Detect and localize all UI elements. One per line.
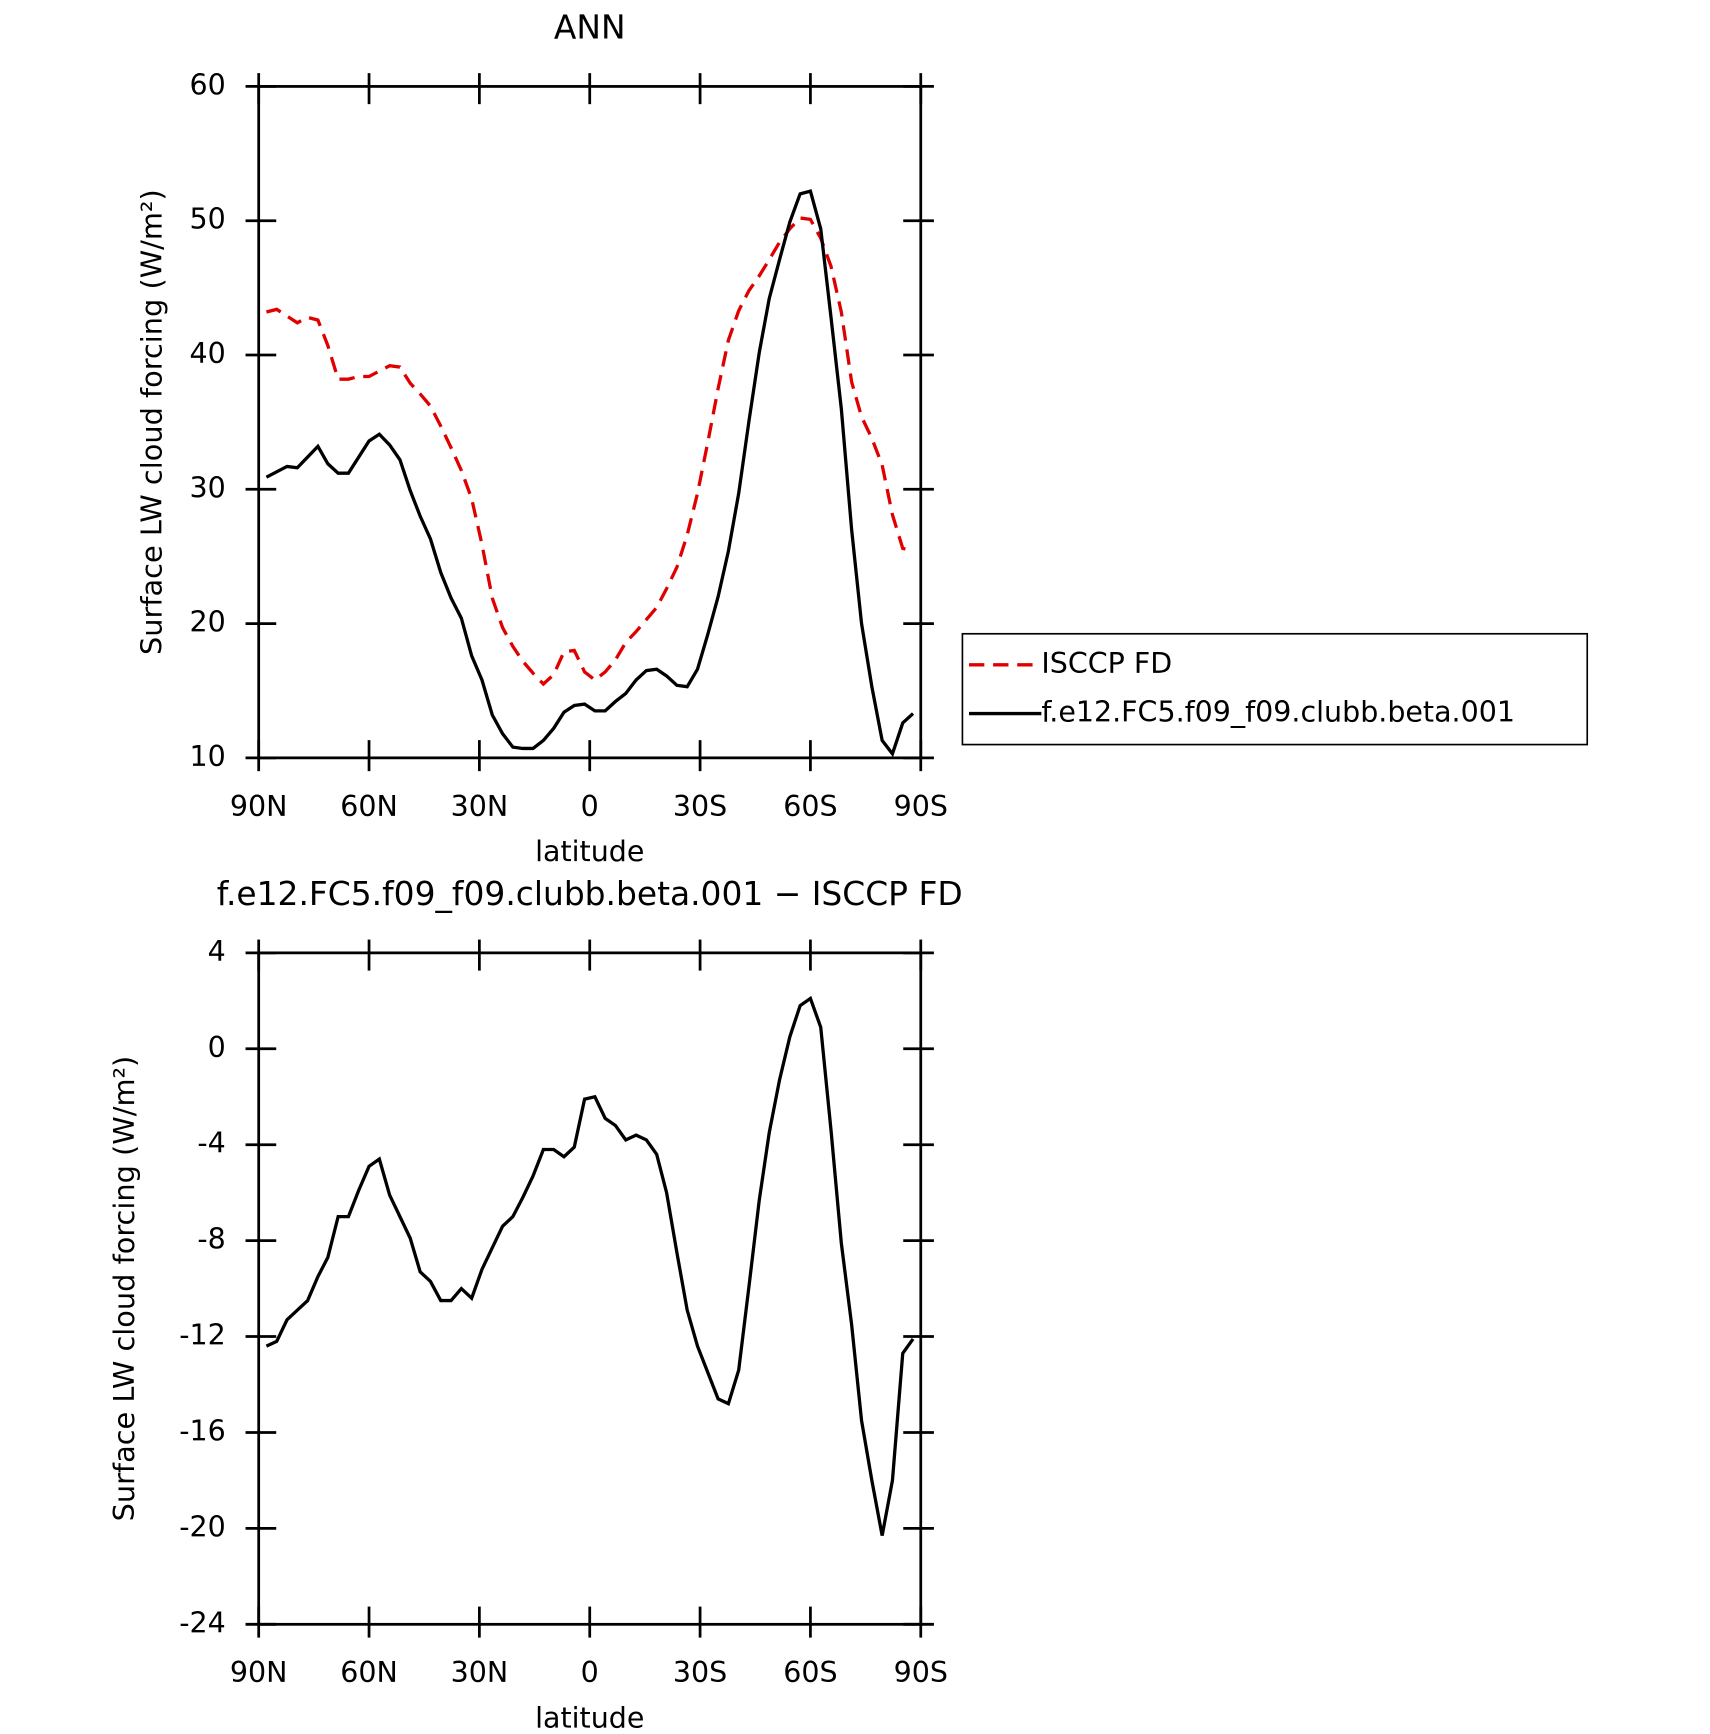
data-line xyxy=(265,995,915,1536)
data-line xyxy=(266,216,914,687)
x-tick-label: 90N xyxy=(230,1655,288,1689)
y-tick-label: 10 xyxy=(190,739,226,773)
x-axis-label: latitude xyxy=(535,1700,644,1734)
x-tick-label: 90S xyxy=(894,789,948,823)
plot-frame xyxy=(257,951,923,1626)
x-tick-label: 60N xyxy=(340,1655,398,1689)
y-tick-label: 40 xyxy=(190,336,226,370)
x-axis-label: latitude xyxy=(535,834,644,868)
x-tick-label: 60S xyxy=(783,1655,837,1689)
y-tick-label: -20 xyxy=(179,1509,226,1543)
y-tick-label: 4 xyxy=(208,934,226,968)
y-tick-label: 20 xyxy=(190,604,226,638)
data-line xyxy=(265,189,915,758)
legend-label: f.e12.FC5.f09_f09.clubb.beta.001 xyxy=(1041,694,1515,728)
y-tick-label: 60 xyxy=(190,67,226,101)
x-tick-label: 30N xyxy=(451,1655,509,1689)
x-tick-label: 90N xyxy=(230,789,288,823)
x-tick-label: 60S xyxy=(783,789,837,823)
y-axis-label: Surface LW cloud forcing (W/m²) xyxy=(107,1056,141,1522)
legend-box xyxy=(961,632,1589,746)
y-axis-label: Surface LW cloud forcing (W/m²) xyxy=(135,189,169,655)
y-tick-label: -12 xyxy=(179,1317,226,1351)
x-tick-label: 30S xyxy=(673,789,727,823)
x-tick-label: 30N xyxy=(451,789,509,823)
x-tick-label: 30S xyxy=(673,1655,727,1689)
y-tick-label: -24 xyxy=(179,1605,226,1639)
y-tick-label: -16 xyxy=(179,1413,226,1447)
y-tick-label: -4 xyxy=(197,1126,225,1160)
y-tick-label: 50 xyxy=(190,202,226,236)
chart-title: ANN xyxy=(554,7,626,46)
x-tick-label: 60N xyxy=(340,789,398,823)
legend-label: ISCCP FD xyxy=(1041,646,1172,680)
y-tick-label: -8 xyxy=(197,1222,225,1256)
y-tick-label: 30 xyxy=(190,470,226,504)
x-tick-label: 90S xyxy=(894,1655,948,1689)
y-tick-label: 0 xyxy=(208,1030,226,1064)
chart-title: f.e12.FC5.f09_f09.clubb.beta.001 − ISCCP… xyxy=(217,874,963,913)
plot-frame xyxy=(257,85,923,760)
x-tick-label: 0 xyxy=(581,789,599,823)
x-tick-label: 0 xyxy=(581,1655,599,1689)
